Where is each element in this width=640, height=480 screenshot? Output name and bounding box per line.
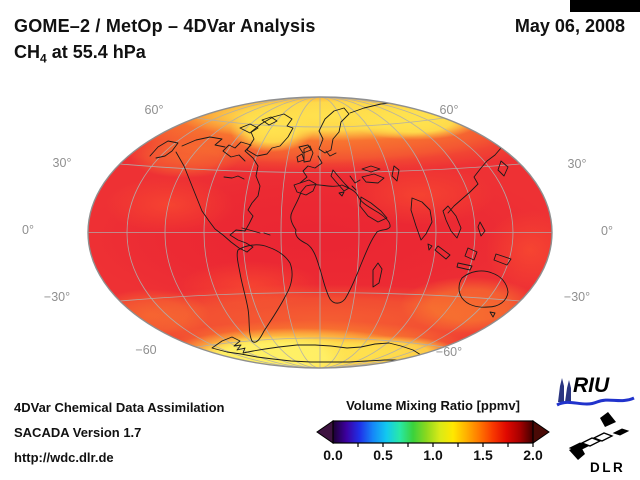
- lat-label-30n-left: 30°: [52, 156, 72, 170]
- colorbar-tick-0: 0.0: [323, 447, 343, 463]
- figure-title: GOME–2 / MetOp – 4DVar Analysis: [14, 16, 316, 36]
- colorbar-left-arrow: [316, 420, 334, 444]
- coastlines: [149, 101, 534, 363]
- colorbar-tick-05: 0.5: [373, 447, 393, 463]
- lat-label-60s-left: −60: [135, 343, 157, 357]
- footer-line-assimilation: 4DVar Chemical Data Assimilation: [14, 400, 225, 415]
- colorbar-gradient: [332, 420, 534, 444]
- colorbar-tick-15: 1.5: [473, 447, 493, 463]
- date-label: May 06, 2008: [514, 16, 625, 36]
- colorbar-tick-10: 1.0: [423, 447, 443, 463]
- top-right-black-bar: [570, 0, 640, 12]
- footer-line-version: SACADA Version 1.7: [14, 425, 142, 440]
- colorbar-tick-20: 2.0: [523, 447, 543, 463]
- cathedral-icon: [558, 378, 571, 402]
- riu-logo-text: RIU: [573, 374, 610, 397]
- subtitle-level: at 55.4 hPa: [46, 42, 146, 62]
- figure-subtitle: CH4 at 55.4 hPa: [14, 42, 146, 66]
- dlr-emblem-icon: [568, 412, 630, 460]
- colorbar-tick-marks: [357, 443, 534, 447]
- globe-outline: [87, 96, 553, 369]
- lat-label-60n-left: 60°: [144, 103, 164, 117]
- dlr-logo: DLR: [558, 408, 640, 478]
- footer-line-url[interactable]: http://wdc.dlr.de: [14, 450, 114, 465]
- riu-logo: RIU: [556, 374, 636, 409]
- lat-label-60s-right: −60°: [435, 345, 463, 359]
- lat-label-30s-right: −30°: [563, 290, 591, 304]
- graticule: [88, 97, 552, 368]
- river-wave-icon: [556, 396, 635, 407]
- colorbar-title: Volume Mixing Ratio [ppmv]: [346, 398, 520, 413]
- lat-label-0-right: 0°: [601, 224, 613, 238]
- colorbar-right-arrow: [532, 420, 550, 444]
- lat-label-30s-left: −30°: [43, 290, 71, 304]
- ch4-field: [88, 97, 552, 368]
- lat-label-60n-right: 60°: [439, 103, 459, 117]
- subtitle-subscript: 4: [40, 51, 47, 66]
- lat-label-0-left: 0°: [22, 223, 34, 237]
- subtitle-species: CH: [14, 42, 40, 62]
- colorbar-tick-labels: 0.0 0.5 1.0 1.5 2.0: [316, 447, 550, 465]
- dlr-logo-text: DLR: [590, 460, 626, 475]
- lat-label-30n-right: 30°: [567, 157, 587, 171]
- colorbar: [316, 420, 550, 447]
